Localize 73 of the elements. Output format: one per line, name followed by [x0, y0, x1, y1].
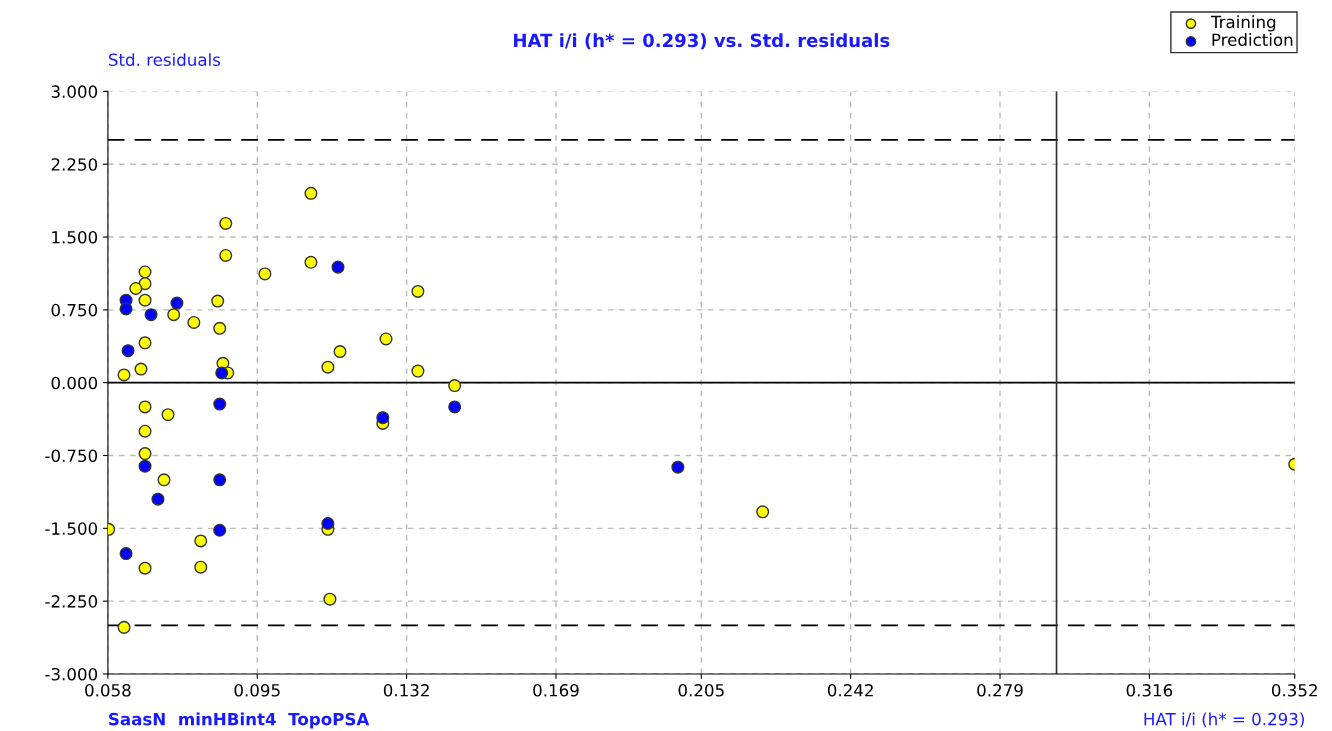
x-axis-title: HAT i/i (h* = 0.293)	[1144, 712, 1304, 728]
point	[321, 360, 335, 374]
point	[138, 400, 152, 414]
point	[138, 447, 152, 461]
x-tick-label: 0.316	[1126, 684, 1173, 697]
y-tick-label: -1.500	[45, 522, 98, 535]
x-tick-label: 0.058	[85, 684, 131, 697]
y-tick-label: 0.000	[51, 376, 98, 390]
point	[138, 265, 152, 279]
point	[194, 560, 208, 574]
point	[134, 362, 148, 376]
point	[323, 592, 337, 606]
point	[213, 523, 227, 537]
x-tick-label: 0.132	[383, 684, 429, 697]
point	[157, 473, 171, 487]
y-tick-label: 1.500	[52, 230, 98, 244]
point	[138, 336, 152, 350]
point	[138, 277, 152, 291]
point	[448, 379, 462, 393]
point	[194, 534, 208, 548]
y-tick-label: -0.750	[45, 449, 98, 463]
x-tick-label: 0.279	[977, 684, 1023, 697]
point	[129, 281, 143, 295]
point	[138, 293, 152, 307]
point	[219, 248, 233, 262]
point	[331, 260, 345, 274]
point	[170, 296, 184, 310]
x-tick-label: 0.095	[234, 684, 280, 697]
point	[321, 516, 335, 530]
y-tick-label: -2.250	[45, 595, 98, 608]
point	[187, 315, 201, 329]
point	[333, 345, 347, 359]
point	[213, 321, 227, 335]
point	[219, 216, 233, 230]
point	[117, 368, 131, 382]
y-axis-title: Std. residuals	[108, 53, 221, 67]
point	[304, 255, 318, 269]
point	[671, 460, 685, 474]
y-tick-label: 2.250	[51, 158, 98, 171]
point	[258, 267, 272, 281]
chart-title: HAT i/i (h* = 0.293) vs. Std. residuals	[514, 33, 890, 50]
y-tick-label: 0.750	[51, 303, 98, 317]
point	[151, 492, 165, 506]
point	[304, 186, 318, 200]
point	[138, 424, 152, 438]
point	[119, 547, 133, 561]
text: SaasN minHBint4 TopoPSA	[109, 712, 370, 729]
point	[411, 364, 425, 378]
point	[138, 459, 152, 473]
y-tick-label: 3.000	[51, 85, 98, 98]
x-tick-label: 0.242	[827, 684, 873, 697]
point	[411, 284, 425, 298]
point	[117, 620, 131, 634]
legend-label: Training	[1210, 15, 1276, 32]
point	[448, 400, 462, 414]
x-tick-label: 0.169	[533, 684, 579, 697]
point	[379, 332, 393, 346]
point	[138, 561, 152, 575]
point	[213, 397, 227, 411]
point	[119, 302, 133, 316]
legend-label: Prediction	[1212, 33, 1293, 47]
y-tick-label: -3.000	[45, 667, 98, 681]
point	[161, 408, 175, 422]
point	[121, 344, 135, 358]
point	[215, 366, 229, 380]
point	[756, 505, 770, 519]
point	[211, 294, 225, 308]
x-tick-label: 0.205	[678, 684, 724, 697]
point	[144, 308, 158, 322]
point	[213, 473, 227, 487]
x-tick-label: 0.352	[1271, 684, 1317, 697]
point	[167, 308, 181, 322]
point	[376, 411, 390, 425]
